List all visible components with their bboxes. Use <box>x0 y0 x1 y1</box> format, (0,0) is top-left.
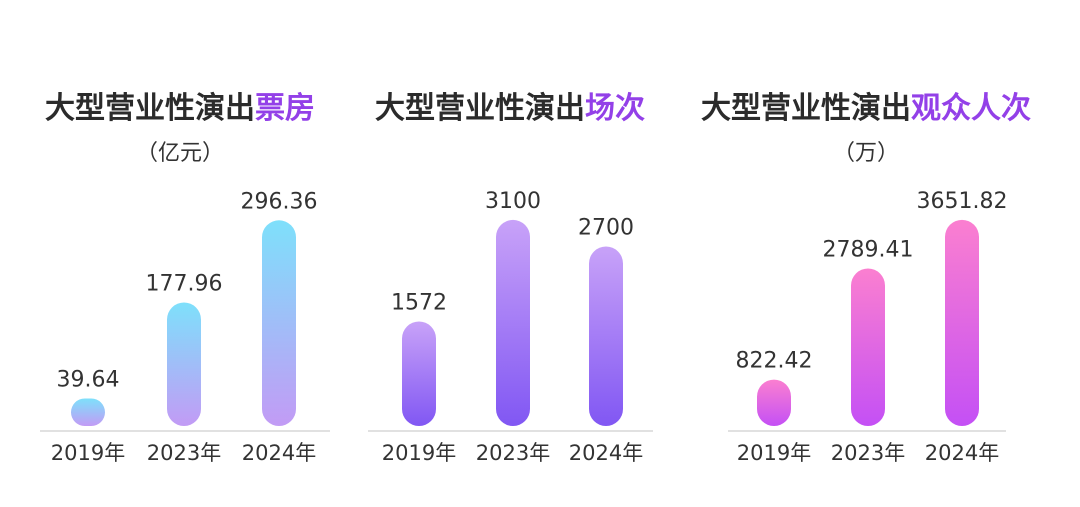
x-tick-label: 2023年 <box>147 441 221 465</box>
bar-2019年 <box>757 379 791 426</box>
data-label: 2789.41 <box>823 238 914 263</box>
x-tick-label: 2023年 <box>831 441 905 465</box>
bar-2024年 <box>262 220 296 426</box>
bar-2023年 <box>167 302 201 426</box>
data-label: 2700 <box>578 216 634 241</box>
data-label: 296.36 <box>241 189 318 214</box>
chart-title: 大型营业性演出票房 <box>45 91 315 126</box>
chart-title-accent: 观众人次 <box>911 91 1031 126</box>
x-tick-label: 2024年 <box>569 441 643 465</box>
data-label: 3651.82 <box>917 189 1008 214</box>
data-label: 3100 <box>485 189 541 214</box>
bar-2019年 <box>71 398 105 426</box>
charts-group: 大型营业性演出票房（亿元）39.642019年177.962023年296.36… <box>40 91 1031 465</box>
chart-title: 大型营业性演出观众人次 <box>701 91 1031 126</box>
chart-title-main: 大型营业性演出 <box>701 91 911 126</box>
chart-title-accent: 场次 <box>585 91 645 126</box>
x-tick-label: 2019年 <box>51 441 125 465</box>
chart-title-main: 大型营业性演出 <box>45 91 255 126</box>
data-label: 822.42 <box>736 349 813 374</box>
data-label: 39.64 <box>57 367 120 392</box>
data-label: 1572 <box>391 290 447 315</box>
x-tick-label: 2019年 <box>737 441 811 465</box>
chart-title-main: 大型营业性演出 <box>375 91 585 126</box>
bar-2024年 <box>589 246 623 426</box>
chart-panel-3: 大型营业性演出观众人次 （万） 822.42 2019年 2789.41 2023年 365… <box>701 91 1031 465</box>
chart-panel-2: 大型营业性演出场次 1572 2019年 3100 2023年 2700 2024年 <box>368 91 653 465</box>
data-label: 177.96 <box>146 271 223 296</box>
chart-panel-1: 大型营业性演出票房 （亿元） 39.64 2019年 177.96 2023年 296.36… <box>40 91 330 465</box>
chart-title: 大型营业性演出场次 <box>375 91 645 126</box>
bar-2023年 <box>496 219 530 426</box>
bar-2024年 <box>945 219 979 426</box>
bar-2019年 <box>402 321 436 426</box>
chart-title-accent: 票房 <box>255 91 315 126</box>
x-tick-label: 2019年 <box>382 441 456 465</box>
chart-unit: （亿元） <box>136 141 224 166</box>
x-tick-label: 2023年 <box>476 441 550 465</box>
x-tick-label: 2024年 <box>925 441 999 465</box>
bar-2023年 <box>851 268 885 426</box>
chart-unit: （万） <box>833 141 899 166</box>
x-tick-label: 2024年 <box>242 441 316 465</box>
